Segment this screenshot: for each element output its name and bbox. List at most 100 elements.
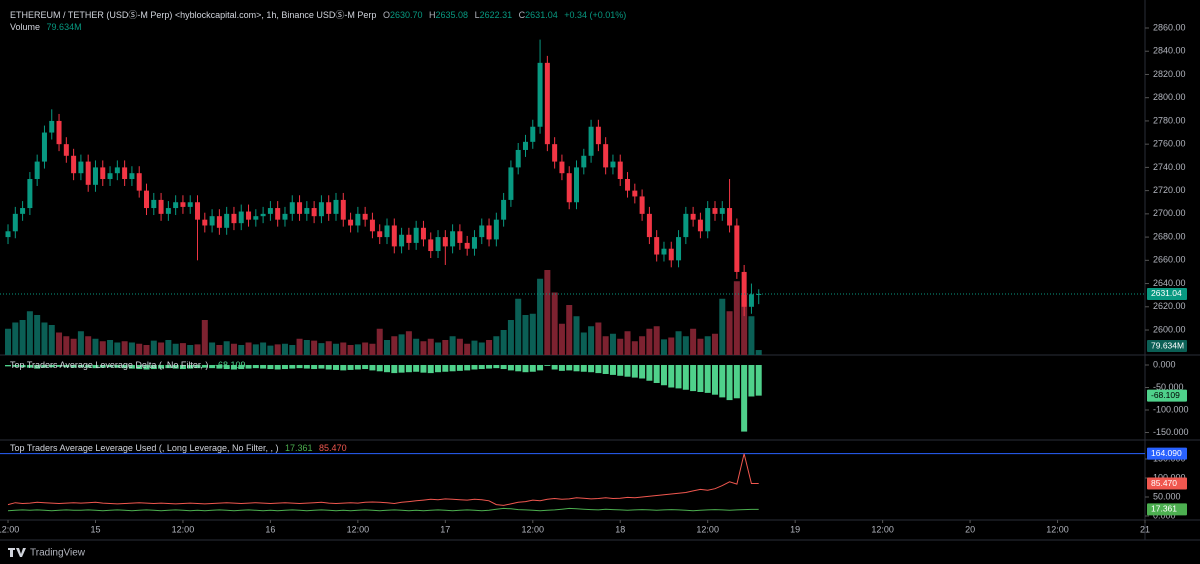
y-tick-label: 2600.00 bbox=[1153, 324, 1186, 334]
candle-body bbox=[304, 208, 310, 214]
volume-bar bbox=[420, 341, 427, 355]
delta-bar bbox=[77, 364, 84, 368]
delta-bar bbox=[639, 364, 646, 379]
delta-bar bbox=[515, 364, 522, 372]
candle-body bbox=[654, 237, 660, 255]
delta-bar bbox=[128, 364, 135, 369]
candle-body bbox=[450, 231, 456, 247]
y-tick-label: 2800.00 bbox=[1153, 92, 1186, 102]
candle-body bbox=[406, 234, 412, 243]
delta-bar bbox=[143, 364, 150, 370]
volume-bar bbox=[486, 340, 493, 355]
delta-bar bbox=[34, 364, 41, 369]
volume-bar bbox=[704, 336, 711, 355]
candle-body bbox=[216, 216, 222, 228]
y-tick-label: 0.000 bbox=[1153, 359, 1176, 369]
y-tick-label: 100.000 bbox=[1153, 472, 1186, 482]
delta-bar bbox=[223, 364, 230, 370]
delta-bar bbox=[230, 364, 237, 370]
delta-bar bbox=[413, 364, 420, 372]
volume-bar bbox=[99, 341, 106, 355]
volume-bar bbox=[362, 342, 369, 355]
volume-bar bbox=[194, 344, 201, 355]
x-tick-label: 12:00 bbox=[172, 524, 195, 534]
o-label: O bbox=[383, 10, 390, 20]
delta-bar bbox=[566, 364, 573, 371]
delta-bar bbox=[522, 364, 529, 373]
candle-body bbox=[712, 208, 718, 214]
candle-body bbox=[143, 190, 149, 209]
volume-bar bbox=[376, 328, 383, 355]
y-tick-label: 2780.00 bbox=[1153, 115, 1186, 125]
delta-bar bbox=[595, 364, 602, 374]
candle-body bbox=[501, 199, 507, 220]
candle-body bbox=[289, 202, 295, 214]
volume-bar bbox=[369, 343, 376, 355]
candle-body bbox=[297, 202, 303, 214]
delta-bar bbox=[347, 364, 354, 370]
x-tick-label: 12:00 bbox=[522, 524, 545, 534]
y-tick-label: 2840.00 bbox=[1153, 46, 1186, 56]
delta-bar bbox=[12, 364, 19, 367]
x-tick-label: 20 bbox=[965, 524, 975, 534]
volume-bar bbox=[427, 338, 434, 355]
volume-bar bbox=[187, 345, 194, 355]
candle-body bbox=[646, 213, 652, 238]
delta-bar bbox=[697, 364, 704, 392]
candle-body bbox=[326, 202, 332, 214]
candle-body bbox=[515, 149, 521, 168]
change: +0.34 (+0.01%) bbox=[564, 10, 626, 20]
x-tick-label: 12:00 bbox=[1046, 524, 1069, 534]
delta-bar bbox=[56, 364, 63, 367]
delta-bar bbox=[99, 364, 106, 368]
candle-body bbox=[668, 248, 674, 261]
volume-bar bbox=[311, 340, 318, 355]
x-tick-label: 12:00 bbox=[696, 524, 719, 534]
volume-bar bbox=[405, 331, 412, 355]
delta-bar bbox=[588, 364, 595, 373]
candle-body bbox=[92, 167, 98, 185]
candle-body bbox=[165, 208, 171, 214]
delta-bar bbox=[216, 364, 223, 369]
volume-label-bg bbox=[1147, 340, 1187, 353]
delta-bar bbox=[245, 364, 252, 369]
delta-bar bbox=[369, 364, 376, 371]
candle-body bbox=[719, 208, 725, 214]
candle-body bbox=[486, 225, 492, 240]
volume-bar bbox=[646, 328, 653, 355]
delta-bar bbox=[354, 364, 361, 370]
volume-bar bbox=[573, 316, 580, 355]
candle-body bbox=[63, 144, 69, 156]
delta-bar bbox=[435, 364, 442, 373]
candle-body bbox=[617, 161, 623, 180]
delta-legend: Top Traders Average Leverage Delta (, No… bbox=[10, 360, 245, 370]
volume-bar bbox=[595, 322, 602, 355]
volume-bar bbox=[507, 320, 514, 355]
candle-body bbox=[340, 199, 346, 220]
volume-bar bbox=[26, 311, 33, 355]
x-tick-label: 12:00 bbox=[0, 524, 19, 534]
candle-body bbox=[5, 231, 11, 238]
candle-body bbox=[741, 271, 747, 307]
candle-body bbox=[85, 161, 91, 185]
volume-bar bbox=[354, 344, 361, 355]
candle-body bbox=[676, 237, 682, 261]
last-price-label-bg bbox=[1147, 287, 1187, 300]
delta-bar bbox=[187, 364, 194, 369]
candle-body bbox=[122, 167, 128, 180]
delta-bar bbox=[281, 364, 288, 370]
candle-body bbox=[661, 248, 667, 255]
x-tick-label: 16 bbox=[265, 524, 275, 534]
volume-bar bbox=[238, 345, 245, 355]
candle-body bbox=[471, 237, 477, 249]
symbol: ETHEREUM / TETHER (USDⓈ-M Perp) <hyblock… bbox=[10, 10, 376, 20]
volume-bar bbox=[252, 344, 259, 355]
y-tick-label: 2640.00 bbox=[1153, 278, 1186, 288]
candle-body bbox=[260, 213, 266, 217]
candle-body bbox=[20, 208, 26, 214]
candle-body bbox=[377, 231, 383, 238]
delta-bar bbox=[325, 364, 332, 370]
candle-body bbox=[413, 227, 419, 243]
y-tick-label: 2820.00 bbox=[1153, 69, 1186, 79]
